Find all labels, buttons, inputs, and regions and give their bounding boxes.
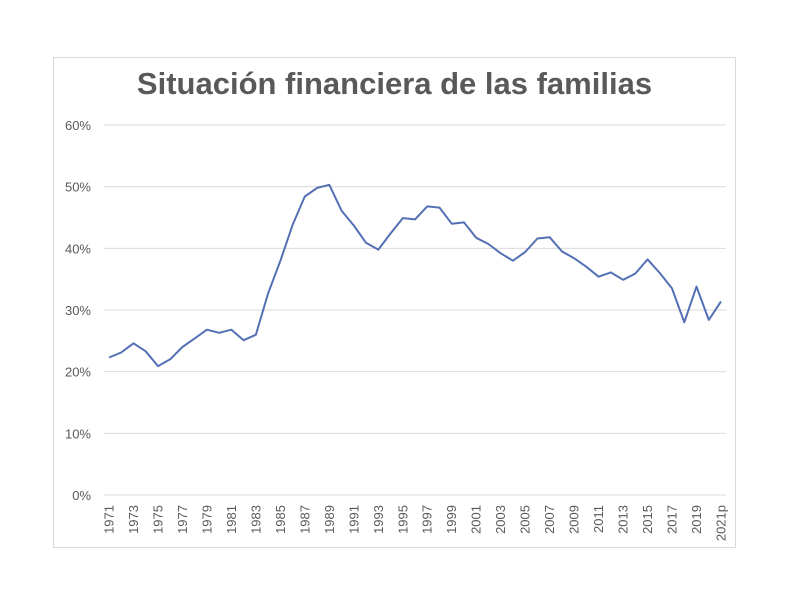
x-tick-label: 2021p (714, 505, 729, 541)
x-tick-label: 1981 (224, 505, 239, 534)
x-tick-label: 1977 (175, 505, 190, 534)
x-tick-label: 1991 (346, 505, 361, 534)
x-tick-label: 2015 (640, 505, 655, 534)
gridlines (104, 124, 726, 496)
x-tick-label: 2003 (493, 505, 508, 534)
x-tick-label: 1993 (371, 505, 386, 534)
x-tick-label: 1995 (395, 505, 410, 534)
x-axis-ticks: 1971 1973 1975 1977 1979 1981 1983 1985 1987 1989… (102, 505, 729, 541)
series-line (108, 183, 722, 368)
chart-area (53, 57, 736, 548)
y-tick-label: 20% (65, 365, 91, 380)
y-tick-label: 30% (65, 303, 91, 318)
y-tick-label: 0% (72, 488, 91, 503)
x-tick-label: 2019 (689, 505, 704, 534)
y-tick-label: 50% (65, 180, 91, 195)
chart-title: Situación financiera de las familias (136, 66, 653, 101)
y-tick-label: 60% (65, 118, 91, 133)
x-tick-label: 2007 (542, 505, 557, 534)
x-tick-label: 2013 (616, 505, 631, 534)
x-tick-label: 1997 (420, 505, 435, 534)
x-tick-label: 1971 (102, 505, 117, 534)
x-tick-label: 1979 (199, 505, 214, 534)
x-tick-label: 2017 (665, 505, 680, 534)
y-tick-label: 40% (65, 241, 91, 256)
x-tick-label: 1973 (126, 505, 141, 534)
y-tick-label: 10% (65, 426, 91, 441)
x-tick-label: 2011 (591, 505, 606, 533)
x-tick-label: 2005 (518, 505, 533, 534)
x-tick-label: 2001 (469, 505, 484, 534)
y-axis-ticks: 0% 10% 20% 30% 40% 50% 60% (65, 118, 91, 503)
x-tick-label: 1989 (322, 505, 337, 534)
series-layer (108, 183, 722, 368)
x-tick-label: 1987 (297, 505, 312, 534)
x-tick-label: 2009 (567, 505, 582, 534)
x-tick-label: 1999 (444, 505, 459, 534)
x-tick-label: 1985 (273, 505, 288, 534)
x-tick-label: 1975 (150, 505, 165, 534)
x-tick-label: 1983 (248, 505, 263, 534)
